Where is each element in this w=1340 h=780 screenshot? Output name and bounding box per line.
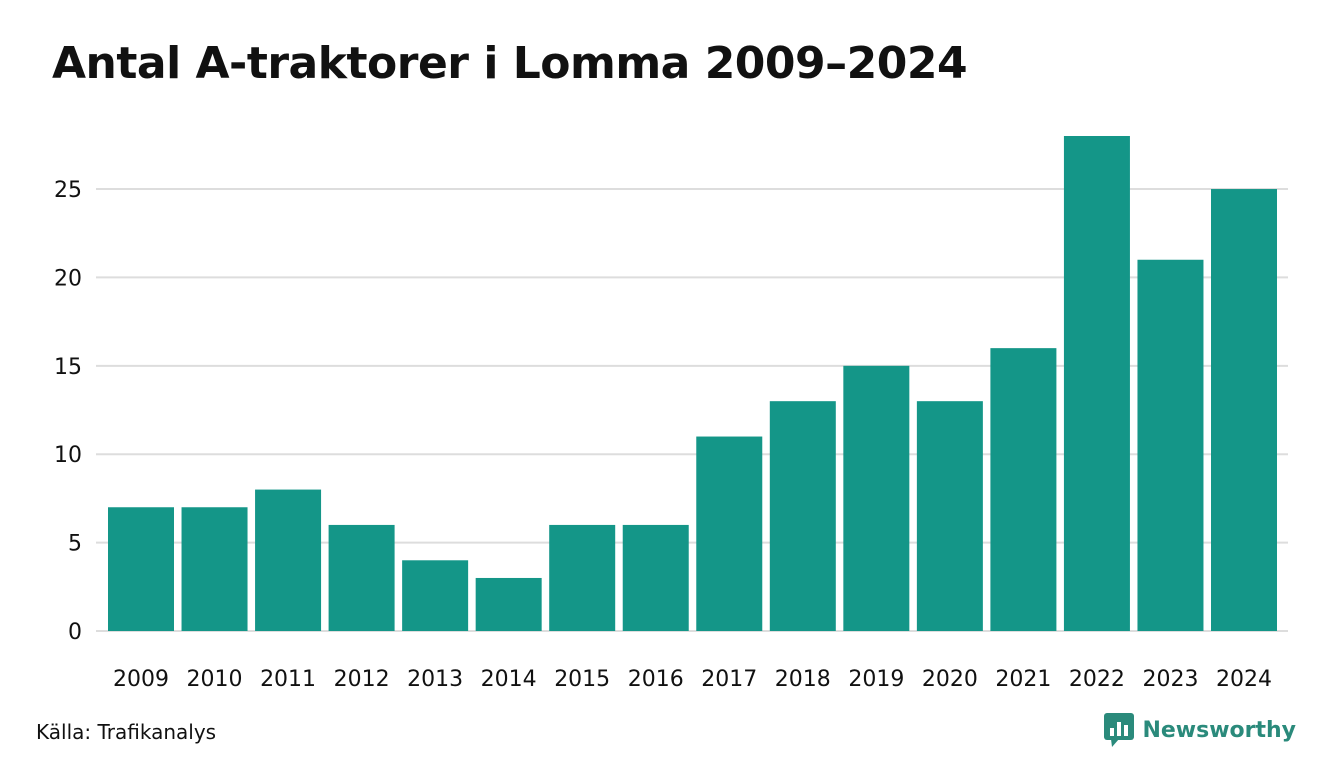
bar-2021 [990, 348, 1057, 631]
bar-2015 [549, 524, 616, 631]
bar-2016 [622, 524, 689, 631]
x-tick-label: 2021 [995, 667, 1051, 692]
bar-2017 [696, 436, 763, 631]
x-tick-label: 2013 [407, 667, 463, 692]
bar-2018 [769, 401, 836, 631]
y-tick-label: 5 [68, 532, 82, 557]
bar-2019 [843, 365, 910, 631]
bar-2012 [328, 524, 395, 631]
newsworthy-logo-icon [1104, 713, 1135, 747]
x-tick-label: 2014 [481, 667, 537, 692]
brand-name: Newsworthy [1142, 717, 1296, 743]
x-tick-label: 2018 [775, 667, 831, 692]
bar-2010 [181, 507, 248, 631]
bar-2009 [108, 507, 174, 631]
source-note: Källa: Trafikanalys [36, 720, 217, 744]
x-tick-label: 2022 [1069, 667, 1125, 692]
x-tick-label: 2024 [1216, 667, 1272, 692]
x-tick-label: 2015 [554, 667, 610, 692]
bar-2020 [916, 401, 983, 631]
x-tick-label: 2011 [260, 667, 316, 692]
bar-2024 [1211, 189, 1277, 632]
y-tick-label: 15 [54, 355, 82, 380]
y-tick-label: 0 [68, 620, 82, 645]
bar-2023 [1137, 259, 1204, 631]
bars [108, 136, 1277, 632]
x-tick-label: 2023 [1142, 667, 1198, 692]
x-tick-label: 2017 [701, 667, 757, 692]
x-tick-label: 2020 [922, 667, 978, 692]
x-tick-label: 2012 [334, 667, 390, 692]
x-tick-label: 2019 [848, 667, 904, 692]
brand[interactable]: Newsworthy [1104, 713, 1296, 747]
y-axis-tick-labels: 0 5 10 15 20 25 [54, 178, 82, 645]
bar-2022 [1063, 136, 1130, 631]
y-tick-label: 20 [54, 266, 82, 291]
x-tick-label: 2010 [187, 667, 243, 692]
x-tick-label: 2016 [628, 667, 684, 692]
x-tick-label: 2009 [113, 667, 169, 692]
x-axis-tick-labels: 2009 2010 2011 2012 2013 2014 2015 2016 2017 2018… [113, 667, 1272, 692]
chart-title: Antal A-traktorer i Lomma 2009–2024 [52, 38, 968, 89]
bar-2013 [402, 560, 469, 631]
bar-2011 [255, 489, 322, 631]
bar-2014 [475, 577, 542, 631]
y-tick-label: 25 [54, 178, 82, 203]
y-tick-label: 10 [54, 443, 82, 468]
